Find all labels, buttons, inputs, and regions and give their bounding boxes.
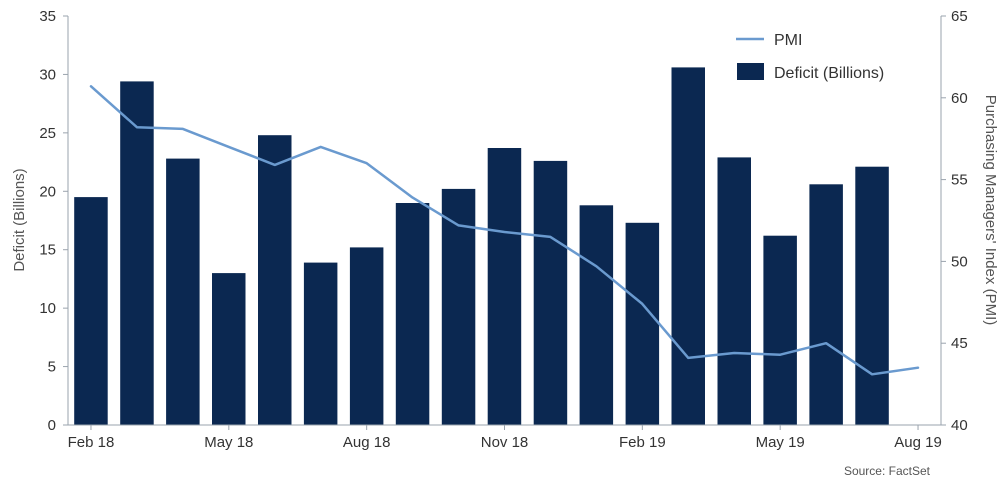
- bar-dec-18: [533, 160, 568, 425]
- x-tick-label: Feb 19: [619, 434, 666, 451]
- bar-sep-18: [395, 203, 430, 425]
- x-axis-ticks: Feb 18 May 18 Aug 18 Nov 18 Feb 19 May 19 Aug …: [68, 425, 942, 451]
- left-tick-label: 0: [48, 417, 56, 434]
- legend-deficit-label: Deficit (Billions): [774, 65, 884, 82]
- bar-jun-19: [809, 184, 843, 425]
- bar-feb-18: [74, 197, 108, 425]
- left-tick-label: 30: [39, 66, 56, 83]
- bar-jul-18: [303, 262, 338, 425]
- legend: PMI Deficit (Billions): [736, 32, 884, 82]
- bar-jul-19: [855, 166, 889, 425]
- bar-mar-19: [671, 67, 705, 426]
- bar-may-19: [763, 235, 797, 425]
- bar-jun-18: [258, 135, 292, 425]
- legend-pmi-label: PMI: [774, 32, 802, 49]
- right-axis-title: Purchasing Managers' Index (PMI): [982, 95, 999, 325]
- left-tick-label: 20: [39, 183, 56, 200]
- x-tick-label: Aug 19: [894, 434, 942, 451]
- left-axis-title: Deficit (Billions): [11, 168, 28, 271]
- x-tick-label: Nov 18: [481, 434, 529, 451]
- left-tick-label: 10: [39, 300, 56, 317]
- bar-apr-18: [166, 158, 200, 425]
- right-tick-label: 50: [951, 253, 968, 270]
- x-tick-label: May 18: [204, 434, 253, 451]
- right-tick-label: 60: [951, 90, 968, 107]
- x-tick-label: Feb 18: [68, 434, 115, 451]
- bar-mar-18: [120, 81, 154, 426]
- left-tick-label: 15: [39, 242, 56, 259]
- legend-deficit-swatch: [737, 63, 764, 80]
- right-axis-ticks: 40 45 50 55 60 65: [941, 8, 968, 434]
- left-tick-label: 25: [39, 125, 56, 142]
- bar-may-18: [212, 273, 246, 425]
- bar-apr-19: [717, 157, 751, 425]
- pmi-line: [89, 85, 920, 376]
- bar-nov-18: [487, 148, 522, 425]
- right-tick-label: 55: [951, 172, 968, 189]
- source-note: Source: FactSet: [844, 464, 931, 478]
- right-tick-label: 40: [951, 417, 968, 434]
- left-tick-label: 5: [48, 359, 56, 376]
- line-series-pmi: [89, 85, 920, 376]
- x-tick-label: May 19: [756, 434, 805, 451]
- bar-aug-18: [349, 247, 384, 425]
- right-tick-label: 45: [951, 335, 968, 352]
- bar-jan-19: [579, 205, 614, 425]
- left-tick-label: 35: [39, 8, 56, 25]
- right-tick-label: 65: [951, 8, 968, 25]
- x-tick-label: Aug 18: [343, 434, 391, 451]
- left-axis-ticks: 0 5 10 15 20 25 30 35: [39, 8, 68, 434]
- bar-series-deficit: [74, 67, 889, 426]
- bar-feb-19: [625, 222, 660, 425]
